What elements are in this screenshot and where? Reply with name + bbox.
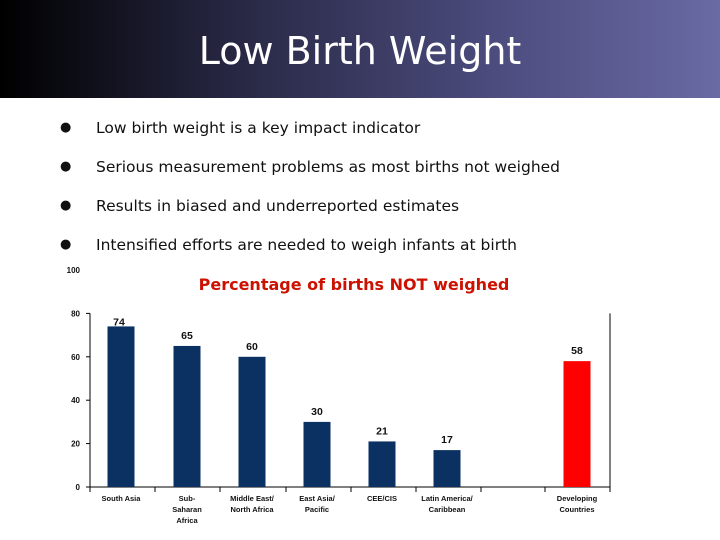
y-tick-label: 80 [71, 309, 80, 318]
y-tick-label: 40 [71, 396, 80, 405]
bar [173, 345, 201, 487]
bullet-icon: ● [60, 159, 72, 174]
bar [563, 361, 591, 487]
bullet-text: Intensified efforts are needed to weigh … [96, 235, 517, 254]
data-label: 30 [311, 406, 323, 418]
bar [368, 441, 396, 487]
x-category-label: Middle East/North Africa [230, 494, 275, 514]
data-label: 60 [246, 341, 258, 353]
bullet-icon: ● [60, 198, 72, 213]
bullet-text: Serious measurement problems as most bir… [96, 157, 561, 176]
x-category-label: East Asia/Pacific [299, 494, 335, 514]
bullet-item: ● Intensified efforts are needed to weigh… [60, 225, 560, 264]
bullet-item: ● Results in biased and underreported est… [60, 186, 560, 225]
bullet-list: ● Low birth weight is a key impact indica… [60, 108, 560, 264]
x-category-label: South Asia [102, 494, 142, 503]
bar-chart: Percentage of births NOT weighed 0 20 40 60… [67, 266, 611, 525]
slide-title: Low Birth Weight [198, 29, 522, 73]
y-tick-label: 0 [76, 483, 81, 492]
data-label: 58 [571, 345, 583, 357]
data-label: 17 [441, 434, 453, 446]
x-category-label: CEE/CIS [367, 494, 397, 503]
bar [238, 356, 266, 487]
chart-title: Percentage of births NOT weighed [199, 275, 510, 294]
x-category-label: Latin America/Caribbean [421, 494, 473, 514]
y-tick-label: 100 [67, 266, 81, 275]
bar [303, 421, 331, 487]
bar [107, 326, 135, 487]
data-label: 21 [376, 425, 388, 437]
x-category-label: Developing Countries [557, 494, 598, 514]
x-category-label: Sub-Saharan Africa [172, 494, 202, 525]
bar [433, 450, 461, 487]
y-tick-label: 60 [71, 353, 80, 362]
y-tick-label: 20 [71, 440, 80, 449]
bullet-icon: ● [60, 120, 72, 135]
bullet-text: Results in biased and underreported esti… [96, 196, 460, 215]
bullet-text: Low birth weight is a key impact indicat… [96, 118, 421, 137]
bullet-item: ● Low birth weight is a key impact indica… [60, 108, 560, 147]
data-label: 65 [181, 330, 193, 342]
title-bar: Low Birth Weight [0, 0, 720, 98]
data-label: 74 [113, 316, 125, 328]
bullet-icon: ● [60, 237, 72, 252]
bullet-item: ● Serious measurement problems as most bi… [60, 147, 560, 186]
